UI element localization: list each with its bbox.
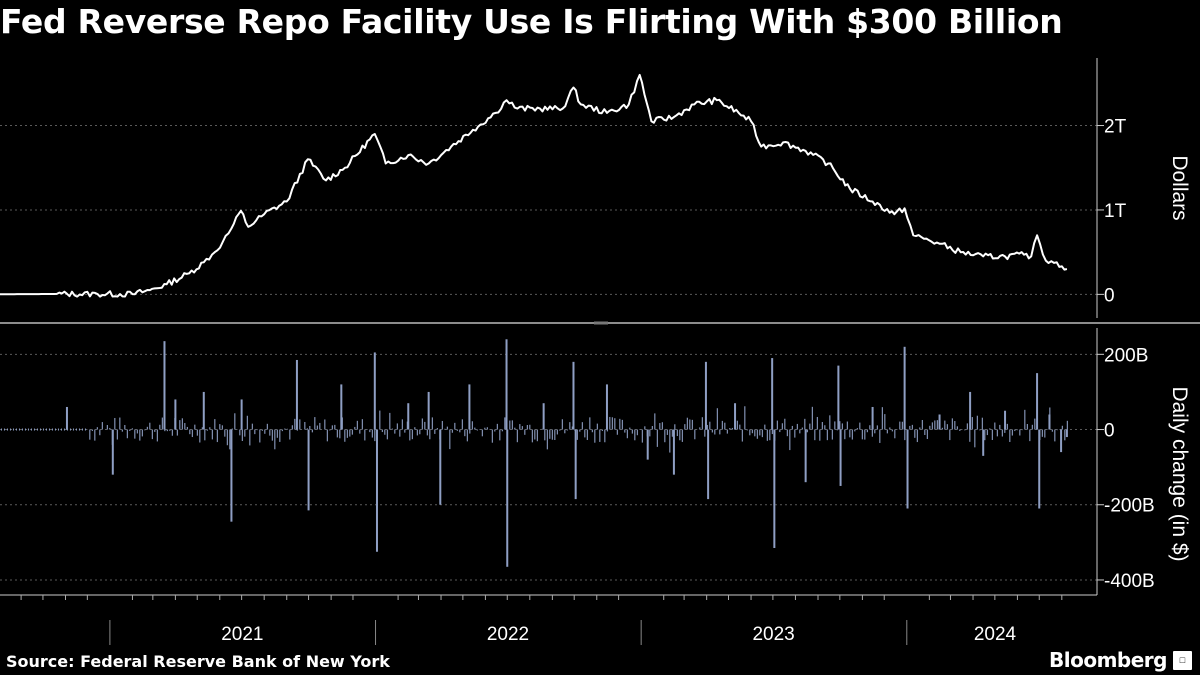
daily-change-bar bbox=[646, 429, 649, 460]
daily-change-bar bbox=[111, 429, 114, 475]
bottom-y-tick-label: -400B bbox=[1104, 571, 1155, 592]
daily-change-bar bbox=[230, 429, 233, 522]
daily-change-bar bbox=[542, 403, 545, 430]
daily-change-bar bbox=[1065, 429, 1068, 438]
daily-change-bar bbox=[837, 365, 840, 430]
x-tick-marks bbox=[20, 595, 1063, 645]
bottom-y-tick-label: 0 bbox=[1104, 421, 1115, 442]
daily-change-bar bbox=[202, 391, 205, 430]
daily-change-bar bbox=[773, 429, 776, 548]
bottom-y-tick-label: 200B bbox=[1104, 345, 1148, 366]
bloomberg-terminal-icon: □ bbox=[1172, 650, 1192, 670]
daily-change-bar bbox=[574, 429, 577, 500]
daily-change-bar bbox=[969, 391, 972, 430]
daily-change-bar bbox=[240, 399, 243, 430]
daily-change-bar bbox=[340, 384, 343, 430]
daily-change-bar bbox=[906, 429, 909, 509]
daily-change-bar bbox=[771, 358, 774, 430]
daily-change-bar bbox=[65, 406, 68, 430]
daily-change-bar bbox=[1038, 429, 1041, 509]
daily-change-bar bbox=[734, 403, 737, 430]
daily-change-bar bbox=[174, 399, 177, 430]
daily-change-bar bbox=[1036, 373, 1039, 430]
x-tick-labels: 2021 2022 2023 2024 bbox=[221, 624, 1016, 645]
daily-change-bar bbox=[903, 346, 906, 430]
top-y-tick-label: 0 bbox=[1104, 285, 1115, 306]
top-y-tick-labels: 0 1T 2T bbox=[1097, 117, 1127, 306]
daily-change-bar bbox=[295, 359, 298, 430]
top-y-tick-label: 2T bbox=[1104, 117, 1127, 138]
daily-change-bar bbox=[605, 384, 608, 430]
daily-change-bar bbox=[427, 391, 430, 430]
chart-title: Fed Reverse Repo Facility Use Is Flirtin… bbox=[0, 2, 1063, 41]
daily-change-bar bbox=[375, 429, 378, 552]
x-tick-label: 2024 bbox=[974, 624, 1017, 645]
brand-logo: Bloomberg □ bbox=[1049, 648, 1192, 672]
repo-usage-line bbox=[0, 73, 1068, 298]
source-note: Source: Federal Reserve Bank of New York bbox=[6, 652, 390, 671]
daily-change-bar bbox=[672, 429, 675, 475]
daily-change-bar bbox=[307, 429, 310, 511]
top-grid bbox=[0, 125, 1097, 295]
x-tick-label: 2022 bbox=[487, 624, 529, 645]
brand-name: Bloomberg bbox=[1049, 648, 1167, 672]
top-y-tick-label: 1T bbox=[1104, 201, 1127, 222]
bottom-y-axis-label: Daily change (in $) bbox=[1168, 386, 1191, 561]
x-tick-label: 2021 bbox=[221, 624, 263, 645]
daily-change-bar bbox=[407, 403, 410, 430]
daily-change-bar bbox=[707, 429, 710, 500]
daily-change-bar bbox=[572, 361, 575, 430]
daily-change-bar bbox=[839, 429, 842, 486]
x-tick-label: 2023 bbox=[752, 624, 794, 645]
daily-change-bar bbox=[163, 341, 166, 430]
daily-change-bar bbox=[871, 406, 874, 430]
daily-change-bar bbox=[505, 339, 508, 430]
daily-change-bar bbox=[506, 429, 509, 567]
bottom-y-tick-label: -200B bbox=[1104, 496, 1155, 517]
daily-change-bar bbox=[468, 384, 471, 430]
daily-change-bar bbox=[373, 352, 376, 430]
daily-change-bars bbox=[65, 339, 1068, 567]
bottom-y-tick-labels: -400B -200B 0 200B bbox=[1097, 345, 1155, 592]
daily-change-bar bbox=[439, 429, 442, 505]
divider-grip bbox=[594, 321, 608, 325]
daily-change-bar bbox=[1004, 410, 1007, 430]
small-change-bars bbox=[0, 406, 1068, 453]
top-y-axis-label: Dollars bbox=[1168, 155, 1191, 220]
daily-change-bar bbox=[982, 429, 985, 456]
daily-change-bar bbox=[804, 429, 807, 483]
daily-change-bar bbox=[704, 361, 707, 430]
daily-change-bar bbox=[1060, 429, 1063, 453]
